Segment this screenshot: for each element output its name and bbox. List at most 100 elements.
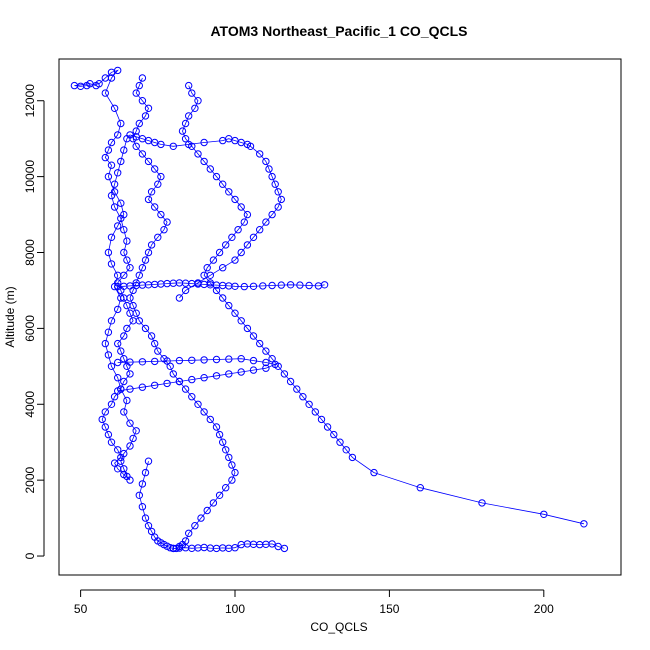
series-line	[182, 85, 584, 525]
data-point	[107, 400, 116, 408]
data-point	[188, 142, 196, 151]
data-point	[256, 150, 264, 158]
data-point	[286, 377, 295, 386]
data-point	[144, 457, 153, 465]
data-point	[274, 203, 282, 211]
data-point	[154, 180, 162, 188]
data-point	[416, 484, 424, 492]
data-point	[169, 370, 178, 378]
data-point	[132, 89, 140, 97]
data-point	[305, 400, 313, 408]
data-point	[114, 279, 122, 287]
data-point	[120, 226, 128, 234]
data-point	[126, 370, 134, 378]
data-point	[222, 484, 230, 492]
data-point	[120, 408, 128, 416]
data-point	[104, 430, 113, 439]
data-point	[117, 214, 125, 223]
data-point	[101, 339, 110, 348]
data-point	[240, 282, 249, 291]
y-tick-label: 2000	[23, 466, 37, 493]
data-point	[256, 339, 264, 348]
data-point	[237, 355, 245, 363]
data-point	[114, 358, 122, 367]
data-point	[110, 180, 119, 188]
data-point	[135, 317, 144, 325]
data-point	[157, 140, 165, 149]
data-point	[231, 309, 239, 317]
data-point	[163, 379, 171, 388]
data-point	[268, 281, 276, 290]
data-point	[237, 248, 245, 257]
data-point	[129, 301, 137, 310]
data-point	[120, 146, 128, 154]
series-6	[169, 540, 289, 553]
data-point	[114, 305, 122, 314]
series-line	[129, 77, 236, 549]
data-point	[138, 358, 147, 366]
data-point	[114, 387, 122, 395]
data-point	[126, 294, 134, 302]
data-point	[107, 438, 116, 446]
data-point	[209, 499, 218, 507]
y-tick-label: 0	[23, 552, 37, 559]
data-point	[138, 503, 147, 511]
data-point	[114, 446, 122, 454]
x-tick-label: 100	[225, 602, 245, 616]
data-point	[151, 381, 159, 389]
data-point	[126, 358, 134, 366]
series-4	[114, 279, 329, 291]
data-point	[95, 80, 103, 88]
data-point	[123, 256, 131, 264]
data-point	[277, 281, 285, 289]
data-point	[123, 396, 131, 405]
data-point	[175, 377, 184, 386]
data-point	[114, 222, 122, 230]
data-point	[117, 294, 125, 302]
data-point	[225, 370, 233, 378]
data-point	[342, 446, 350, 454]
x-axis-label: CO_QCLS	[310, 620, 367, 634]
data-point	[98, 415, 106, 424]
data-point	[147, 332, 156, 340]
series-5	[114, 355, 279, 395]
data-point	[83, 81, 91, 90]
data-point	[175, 356, 184, 365]
data-point	[286, 281, 295, 289]
data-point	[336, 438, 344, 446]
data-point	[249, 233, 258, 242]
data-point	[203, 506, 211, 515]
y-tick-label: 6000	[23, 315, 37, 342]
data-point	[135, 119, 144, 128]
data-point	[110, 203, 119, 211]
data-point	[107, 191, 116, 200]
data-point	[219, 294, 227, 302]
data-point	[178, 127, 187, 135]
data-point	[169, 142, 178, 151]
data-point	[228, 233, 236, 242]
data-point	[135, 271, 144, 279]
data-point	[144, 522, 153, 530]
data-point	[107, 317, 116, 325]
data-point	[185, 112, 193, 120]
data-point	[117, 453, 125, 462]
data-point	[268, 172, 276, 181]
data-point	[181, 286, 190, 295]
data-point	[101, 423, 110, 431]
data-point	[132, 142, 140, 151]
series-line	[173, 543, 285, 549]
data-point	[157, 172, 165, 181]
data-point	[144, 248, 153, 257]
data-point	[107, 74, 116, 82]
data-point	[175, 294, 184, 302]
data-point	[147, 527, 156, 536]
data-point	[243, 210, 252, 219]
plot-area	[70, 66, 588, 553]
data-point	[151, 357, 159, 366]
x-tick-label: 50	[74, 602, 88, 616]
data-point	[132, 427, 140, 435]
data-point	[129, 135, 137, 143]
data-point	[200, 356, 208, 364]
data-point	[120, 355, 128, 363]
data-point	[166, 362, 174, 370]
